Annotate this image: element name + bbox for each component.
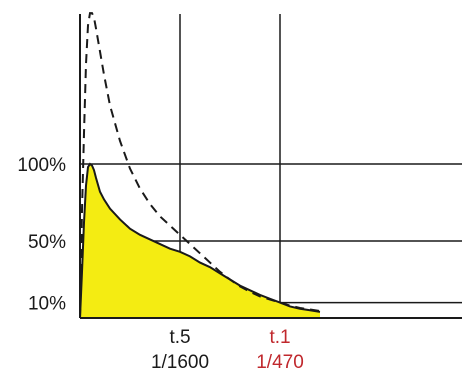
- x-tick-label-0-line2: 1/1600: [151, 352, 209, 373]
- y-tick-label-1: 50%: [28, 232, 66, 253]
- x-tick-label-1-line1: t.1: [269, 327, 290, 348]
- x-tick-label-1-line2: 1/470: [256, 352, 304, 373]
- y-tick-label-0: 10%: [28, 294, 66, 315]
- x-tick-label-0-line1: t.5: [169, 327, 190, 348]
- series-layer: [79, 12, 321, 319]
- y-tick-label-2: 100%: [17, 155, 66, 176]
- series-0-area: [80, 164, 320, 318]
- series-0-line: [79, 162, 321, 319]
- y-tick-labels: 10% 50% 100%: [17, 155, 66, 315]
- series-1-line: [79, 12, 321, 319]
- x-tick-labels: t.5 1/1600 t.1 1/470: [151, 327, 304, 373]
- axes-layer: [79, 14, 462, 319]
